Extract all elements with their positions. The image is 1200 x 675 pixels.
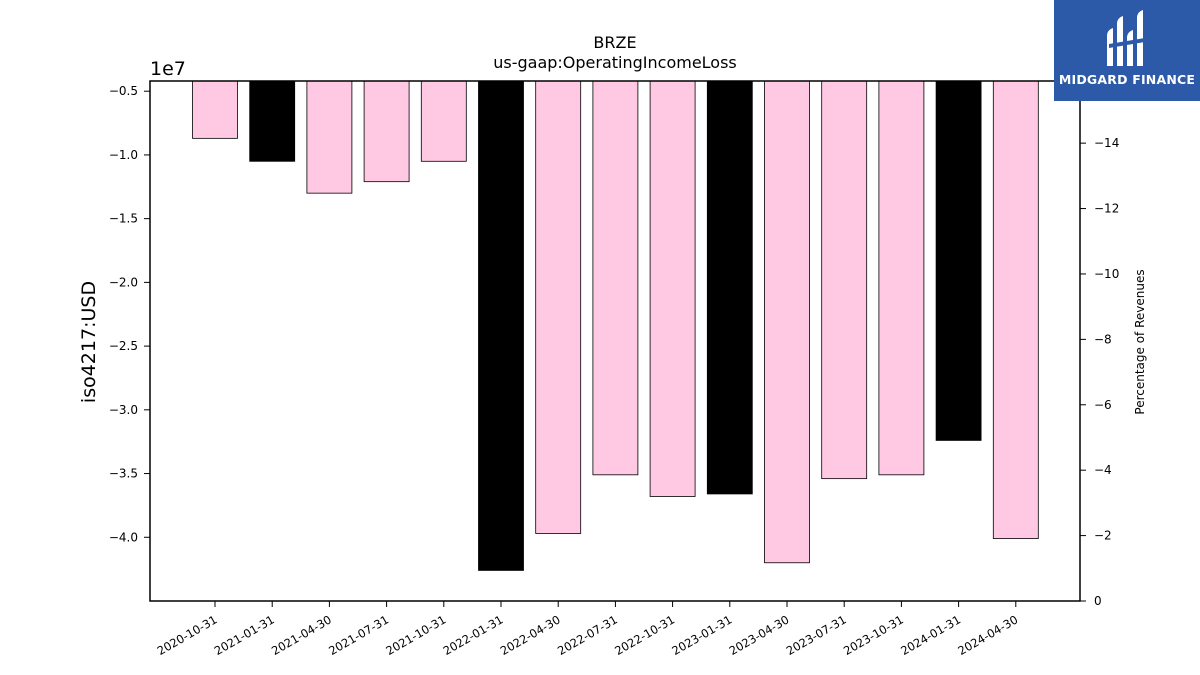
plot-frame	[149, 80, 1081, 602]
x-tick-label: 2022-10-31	[612, 612, 677, 658]
y2-tick-label: −10	[1094, 267, 1119, 281]
bar	[592, 80, 639, 476]
bar	[249, 80, 296, 162]
bar	[935, 80, 982, 441]
y-ticks-group: −0.5 −1.0 −1.5 −2.0 −2.5 −3.0 −3.5 −4.0	[109, 84, 150, 544]
y2-ticks-group: 0 −2 −4 −6 −8 −10 −12 −14	[1080, 136, 1119, 608]
bar	[649, 80, 696, 497]
bar	[706, 80, 753, 495]
bar	[992, 80, 1039, 539]
bar	[192, 80, 238, 139]
bar	[363, 80, 410, 183]
y2-tick-label: −8	[1094, 332, 1112, 346]
y2-tick-label: −2	[1094, 529, 1112, 543]
x-tick-label: 2022-04-30	[498, 612, 563, 658]
x-tick-label: 2024-01-31	[898, 612, 963, 658]
x-tick-label: 2023-07-31	[784, 612, 849, 658]
x-tick-label: 2021-01-31	[212, 612, 277, 658]
chart-title: BRZE	[593, 33, 636, 52]
bar	[878, 80, 925, 476]
x-tick-label: 2022-01-31	[441, 612, 506, 658]
bars-group	[192, 80, 1039, 571]
bar	[535, 80, 582, 534]
mf-monogram-icon	[1107, 10, 1145, 66]
x-tick-label: 2021-10-31	[383, 612, 448, 658]
x-tick-label: 2023-01-31	[669, 612, 734, 658]
x-tick-label: 2024-04-30	[955, 612, 1020, 658]
x-tick-label: 2022-07-31	[555, 612, 620, 658]
x-tick-label: 2020-10-31	[155, 612, 220, 658]
y2-tick-label: −12	[1094, 202, 1119, 216]
logo-text: MIDGARD FINANCE	[1058, 72, 1196, 87]
x-ticks-group: 2020-10-312021-01-312021-04-302021-07-31…	[155, 601, 1020, 658]
x-tick-label: 2023-04-30	[727, 612, 792, 658]
y-tick-label: −0.5	[109, 84, 138, 98]
y-tick-label: −2.0	[109, 275, 138, 289]
bar	[821, 80, 868, 480]
y-axis-label: iso4217:USD	[78, 281, 100, 403]
bar	[420, 80, 467, 162]
chart-subtitle: us-gaap:OperatingIncomeLoss	[493, 53, 737, 72]
y2-tick-label: −6	[1094, 398, 1112, 412]
y-tick-label: −4.0	[109, 530, 138, 544]
y-tick-label: −3.0	[109, 403, 138, 417]
bar	[764, 80, 810, 564]
y-tick-label: −3.5	[109, 467, 138, 481]
y2-tick-label: −4	[1094, 463, 1112, 477]
y-tick-label: −2.5	[109, 339, 138, 353]
bar	[306, 80, 353, 194]
x-tick-label: 2023-10-31	[841, 612, 906, 658]
y2-tick-label: 0	[1094, 594, 1102, 608]
midgard-finance-logo: MIDGARD FINANCE	[1054, 0, 1200, 101]
y-tick-label: −1.0	[109, 148, 138, 162]
y2-tick-label: −14	[1094, 136, 1119, 150]
y-tick-label: −1.5	[109, 212, 138, 226]
y-offset-label: 1e7	[150, 58, 186, 80]
x-tick-label: 2021-04-30	[269, 612, 334, 658]
bar	[478, 80, 524, 571]
x-tick-label: 2021-07-31	[326, 612, 391, 658]
y2-axis-label: Percentage of Revenues	[1133, 269, 1147, 414]
